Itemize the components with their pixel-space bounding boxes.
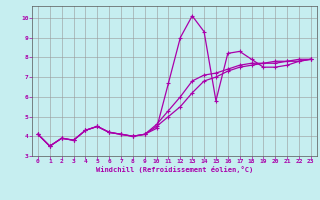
X-axis label: Windchill (Refroidissement éolien,°C): Windchill (Refroidissement éolien,°C) xyxy=(96,166,253,173)
